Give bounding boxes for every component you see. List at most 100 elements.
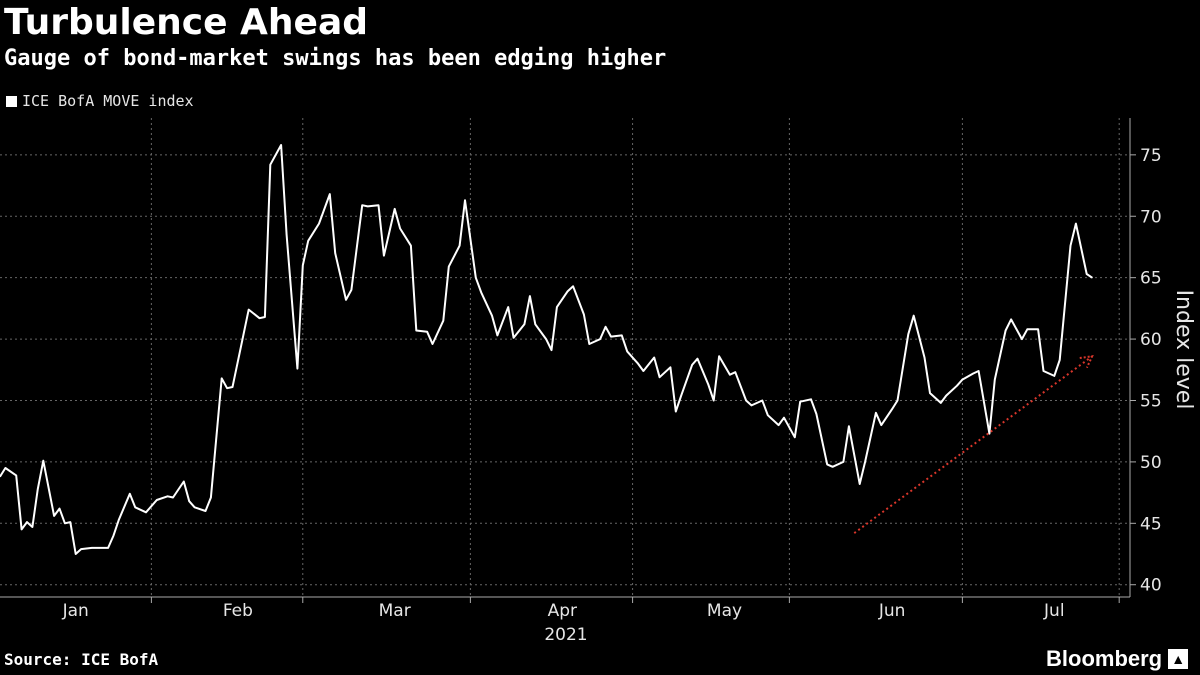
data-point bbox=[507, 306, 509, 308]
data-point bbox=[810, 398, 812, 400]
data-point bbox=[112, 534, 115, 537]
data-point bbox=[307, 240, 309, 242]
data-point bbox=[896, 399, 899, 402]
data-point bbox=[891, 408, 893, 410]
data-point bbox=[729, 374, 731, 376]
data-point bbox=[221, 377, 223, 379]
data-point bbox=[496, 334, 499, 336]
data-point bbox=[188, 500, 190, 502]
data-point bbox=[75, 553, 77, 555]
data-point bbox=[367, 205, 369, 208]
data-point bbox=[848, 425, 850, 427]
data-point bbox=[734, 371, 736, 373]
data-point bbox=[783, 417, 785, 419]
data-point bbox=[0, 476, 1, 478]
brand-logo: Bloomberg ▲ bbox=[1046, 646, 1189, 672]
data-point bbox=[707, 383, 709, 386]
data-point bbox=[669, 366, 672, 368]
data-point bbox=[475, 277, 477, 279]
data-point bbox=[231, 386, 234, 388]
y-tick-label: 75 bbox=[1140, 146, 1162, 166]
data-point bbox=[318, 223, 320, 225]
data-point bbox=[285, 234, 288, 236]
data-point bbox=[691, 364, 693, 366]
data-point bbox=[431, 343, 434, 345]
data-point bbox=[799, 401, 801, 403]
data-point bbox=[988, 433, 991, 435]
data-point bbox=[1053, 375, 1055, 377]
data-point bbox=[129, 493, 131, 495]
data-point bbox=[859, 483, 861, 485]
data-point bbox=[696, 358, 699, 360]
source-note: Source: ICE BofA bbox=[4, 650, 159, 669]
brand-name: Bloomberg bbox=[1046, 646, 1163, 671]
chart-bars-icon: ▲ bbox=[1168, 649, 1189, 669]
y-tick-label: 60 bbox=[1140, 330, 1162, 350]
x-tick-label: Mar bbox=[379, 601, 411, 621]
data-point bbox=[929, 392, 931, 394]
data-point bbox=[529, 295, 531, 297]
data-point bbox=[156, 499, 158, 501]
data-point bbox=[626, 350, 628, 352]
y-tick-label: 40 bbox=[1140, 576, 1162, 596]
trend-arrow-head bbox=[1079, 355, 1094, 369]
data-point bbox=[91, 547, 93, 549]
data-point bbox=[448, 266, 450, 268]
data-point bbox=[875, 412, 877, 414]
data-point bbox=[599, 338, 601, 340]
x-tick-label: Jun bbox=[878, 601, 906, 621]
data-point bbox=[745, 399, 747, 402]
data-point bbox=[794, 436, 796, 438]
data-point bbox=[399, 227, 401, 230]
data-point bbox=[972, 372, 974, 375]
legend-swatch bbox=[6, 95, 17, 107]
x-tick-label: Feb bbox=[223, 601, 253, 621]
x-tick-label: May bbox=[707, 601, 742, 621]
data-point bbox=[80, 548, 82, 550]
data-point bbox=[167, 495, 169, 497]
data-point bbox=[107, 547, 109, 549]
data-point bbox=[994, 379, 996, 381]
data-point bbox=[280, 144, 282, 146]
data-point bbox=[750, 404, 753, 406]
y-tick-label: 55 bbox=[1140, 391, 1162, 411]
data-point bbox=[345, 299, 347, 301]
data-point bbox=[761, 399, 763, 402]
data-point bbox=[880, 424, 882, 426]
data-point bbox=[826, 463, 828, 465]
data-point bbox=[37, 488, 39, 490]
data-point bbox=[183, 480, 185, 483]
data-point bbox=[383, 254, 385, 257]
data-point bbox=[567, 290, 569, 292]
data-point bbox=[464, 199, 466, 201]
data-point bbox=[534, 323, 536, 325]
y-tick-label: 45 bbox=[1140, 514, 1162, 534]
data-point bbox=[675, 410, 677, 413]
data-point bbox=[134, 506, 136, 508]
data-point bbox=[923, 356, 926, 359]
data-point bbox=[26, 521, 28, 523]
data-point bbox=[680, 394, 682, 397]
x-tick-label: Jul bbox=[1043, 601, 1065, 621]
legend-label: ICE BofA MOVE index bbox=[22, 92, 194, 110]
data-point bbox=[583, 313, 585, 316]
data-point bbox=[296, 367, 298, 370]
data-point bbox=[610, 336, 612, 338]
data-point bbox=[604, 326, 607, 328]
data-point bbox=[334, 252, 336, 254]
data-point bbox=[767, 414, 769, 416]
data-point bbox=[172, 496, 174, 499]
data-point bbox=[1010, 318, 1012, 321]
y-axis-title: Index level bbox=[1171, 290, 1196, 410]
y-tick-label: 50 bbox=[1140, 453, 1162, 473]
data-point bbox=[210, 496, 212, 499]
data-point bbox=[832, 466, 834, 468]
data-point bbox=[248, 309, 250, 311]
data-point bbox=[956, 385, 958, 387]
data-point bbox=[53, 515, 55, 517]
data-point bbox=[1021, 338, 1023, 340]
data-point bbox=[545, 338, 547, 340]
data-point bbox=[458, 245, 461, 247]
data-point bbox=[653, 356, 655, 359]
